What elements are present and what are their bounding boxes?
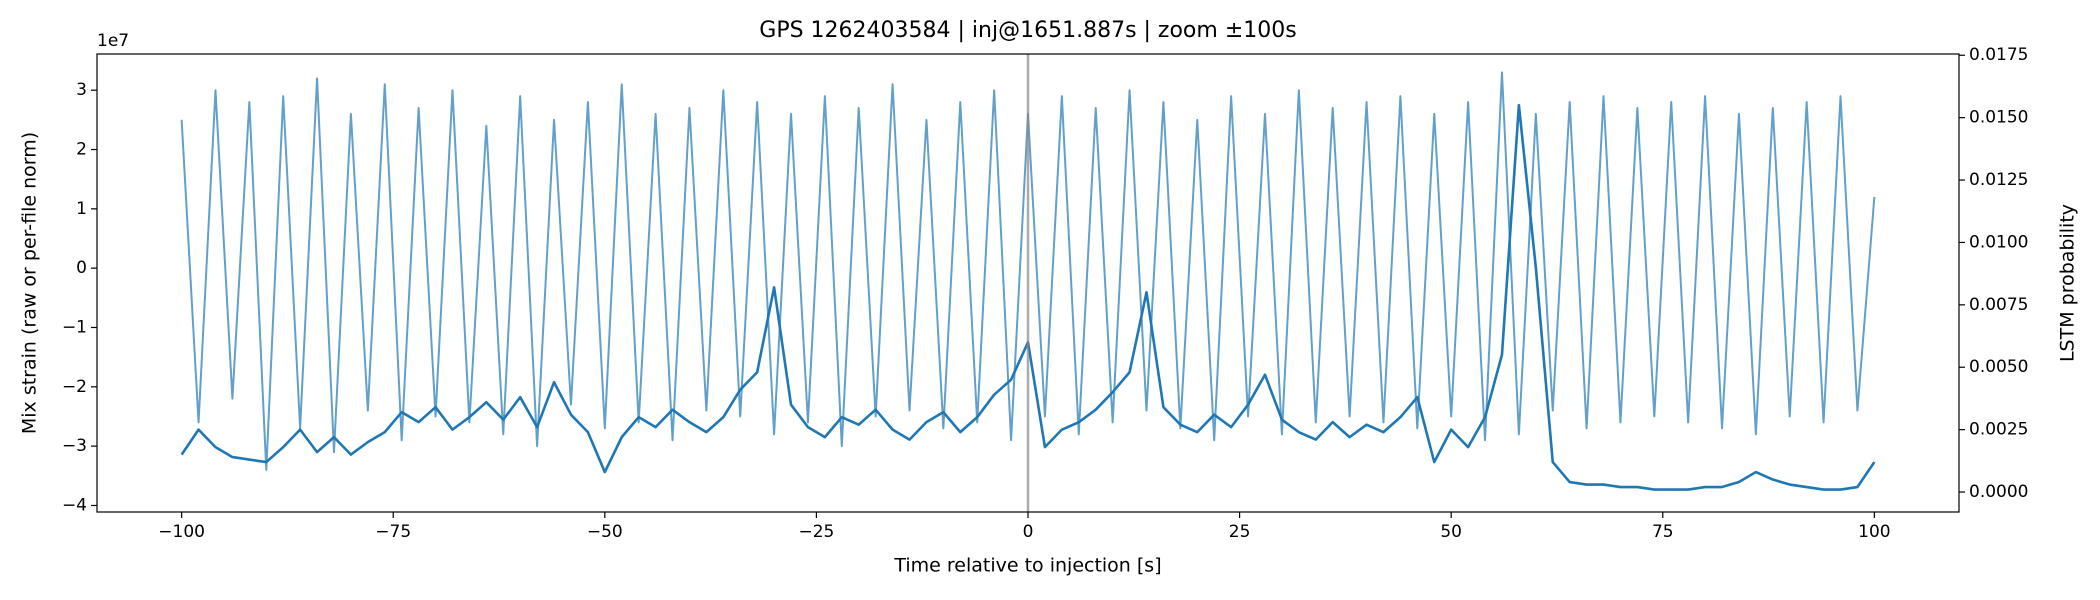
y-tick-label: −2 (62, 377, 87, 397)
x-tick-label: 0 (1023, 522, 1034, 542)
y-offset-label: 1e7 (97, 31, 129, 51)
x-tick-label: −100 (158, 522, 205, 542)
chart-title: GPS 1262403584 | inj@1651.887s | zoom ±1… (759, 18, 1296, 43)
x-tick-label: 100 (1858, 522, 1890, 542)
x-tick-label: 25 (1229, 522, 1251, 542)
y-tick-label: 2 (76, 140, 87, 160)
plot-frame (96, 53, 1960, 513)
x-tick-label: 50 (1440, 522, 1462, 542)
y-tick-label: 0 (76, 258, 87, 278)
y-tick-label: −1 (62, 317, 87, 337)
y2-tick-label: 0.0075 (1969, 295, 2028, 315)
y-tick-label: −3 (62, 436, 87, 456)
x-tick-label: −50 (587, 522, 623, 542)
y2-tick-label: 0.0175 (1969, 45, 2028, 65)
y-tick-label: −4 (62, 495, 87, 515)
y2-tick-label: 0.0025 (1969, 420, 2028, 440)
y2-tick-label: 0.0150 (1969, 108, 2028, 128)
y2-axis-label: LSTM probability (2057, 204, 2079, 362)
x-tick-label: 75 (1652, 522, 1674, 542)
y2-tick-label: 0.0050 (1969, 357, 2028, 377)
x-tick-label: −25 (798, 522, 834, 542)
y2-tick-label: 0.0000 (1969, 482, 2028, 502)
y-tick-label: 1 (76, 199, 87, 219)
x-axis-label: Time relative to injection [s] (893, 555, 1161, 577)
y2-tick-label: 0.0100 (1969, 232, 2028, 252)
x-tick-label: −75 (375, 522, 411, 542)
y-axis-label: Mix strain (raw or per-file norm) (19, 132, 41, 434)
y2-tick-label: 0.0125 (1969, 170, 2028, 190)
y-tick-label: 3 (76, 80, 87, 100)
